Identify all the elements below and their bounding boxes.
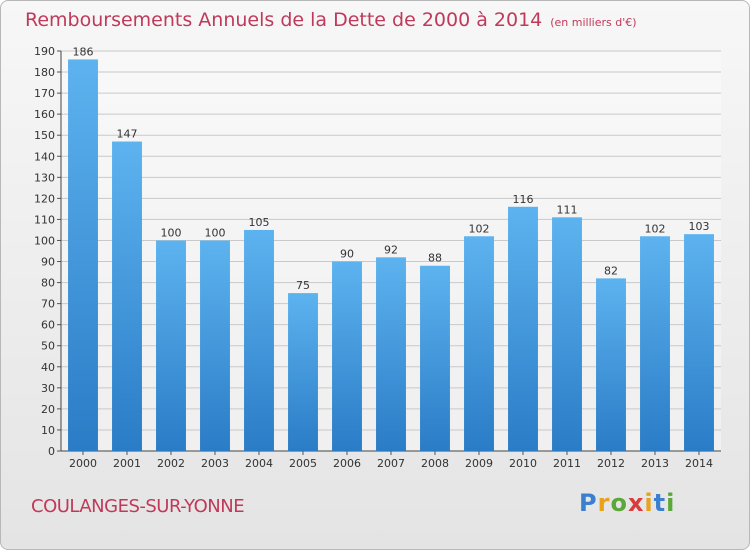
y-tick-label: 190 xyxy=(34,45,55,58)
y-tick-label: 170 xyxy=(34,87,55,100)
y-tick-label: 90 xyxy=(41,256,55,269)
bar-value-label: 116 xyxy=(513,193,534,206)
bar xyxy=(112,141,142,452)
chart-title: Remboursements Annuels de la Dette de 20… xyxy=(25,9,637,31)
bar-value-label: 105 xyxy=(249,216,270,229)
y-tick-label: 70 xyxy=(41,298,55,311)
bar xyxy=(508,206,538,451)
x-tick-label: 2007 xyxy=(377,457,405,470)
y-tick-label: 0 xyxy=(48,445,55,458)
bar-value-label: 102 xyxy=(469,222,490,235)
x-tick-label: 2010 xyxy=(509,457,537,470)
bar-value-label: 90 xyxy=(340,248,354,261)
bar-value-label: 92 xyxy=(384,243,398,256)
y-tick-label: 120 xyxy=(34,192,55,205)
value-labels: 186 147 100 100 105 75 90 92 88 102 116 111 82 102 103 xyxy=(73,45,710,292)
bar xyxy=(244,229,274,451)
bar-value-label: 103 xyxy=(689,220,710,233)
x-tick-label: 2006 xyxy=(333,457,361,470)
bar-value-label: 100 xyxy=(161,226,182,239)
bar xyxy=(332,261,362,451)
x-tick-label: 2009 xyxy=(465,457,493,470)
y-tick-label: 130 xyxy=(34,171,55,184)
bar xyxy=(552,217,582,451)
y-tick-label: 160 xyxy=(34,108,55,121)
x-tick-label: 2002 xyxy=(157,457,185,470)
x-tick-label: 2004 xyxy=(245,457,273,470)
y-tick-label: 30 xyxy=(41,382,55,395)
x-tick-label: 2011 xyxy=(553,457,581,470)
bar xyxy=(376,257,406,451)
proxiti-logo: Proxiti xyxy=(579,489,676,517)
x-tick-label: 2008 xyxy=(421,457,449,470)
bar xyxy=(200,240,230,451)
y-tick-label: 50 xyxy=(41,340,55,353)
bar xyxy=(640,236,670,451)
y-tick-label: 20 xyxy=(41,403,55,416)
bar-value-label: 100 xyxy=(205,226,226,239)
y-tick-label: 80 xyxy=(41,277,55,290)
bar-value-label: 88 xyxy=(428,252,442,265)
x-tick-label: 2013 xyxy=(641,457,669,470)
y-tick-label: 60 xyxy=(41,319,55,332)
chart-title-text: Remboursements Annuels de la Dette de 20… xyxy=(25,9,543,31)
x-tick-label: 2012 xyxy=(597,457,625,470)
bar xyxy=(288,293,318,451)
y-tick-label: 110 xyxy=(34,213,55,226)
x-tick-labels: 2000 2001 2002 2003 2004 2005 2006 2007 2008 2009… xyxy=(69,451,713,470)
y-tick-label: 150 xyxy=(34,129,55,142)
y-tick-label: 100 xyxy=(34,234,55,247)
x-tick-label: 2003 xyxy=(201,457,229,470)
x-tick-label: 2000 xyxy=(69,457,97,470)
y-tick-label: 10 xyxy=(41,424,55,437)
y-tick-label: 180 xyxy=(34,66,55,79)
bar xyxy=(684,234,714,451)
bar-value-label: 186 xyxy=(73,45,94,58)
bar xyxy=(464,236,494,451)
bar xyxy=(156,240,186,451)
y-tick-label: 140 xyxy=(34,150,55,163)
city-name: COULANGES-SUR-YONNE xyxy=(31,496,245,517)
y-tick-labels: 0 10 20 30 40 50 60 70 80 90 100 110 120 130 140 150 160… xyxy=(34,45,55,458)
x-tick-label: 2014 xyxy=(685,457,713,470)
bar-value-label: 82 xyxy=(604,264,618,277)
bar-value-label: 102 xyxy=(645,222,666,235)
bar xyxy=(420,265,450,451)
y-tick-label: 40 xyxy=(41,361,55,374)
bars xyxy=(68,59,714,452)
bar xyxy=(596,278,626,451)
bar-value-label: 75 xyxy=(296,279,310,292)
bar-value-label: 111 xyxy=(557,203,578,216)
chart-subtitle: (en milliers d'€) xyxy=(550,16,637,29)
x-tick-label: 2001 xyxy=(113,457,141,470)
bar-value-label: 147 xyxy=(117,128,138,141)
x-tick-label: 2005 xyxy=(289,457,317,470)
bar xyxy=(68,59,98,451)
